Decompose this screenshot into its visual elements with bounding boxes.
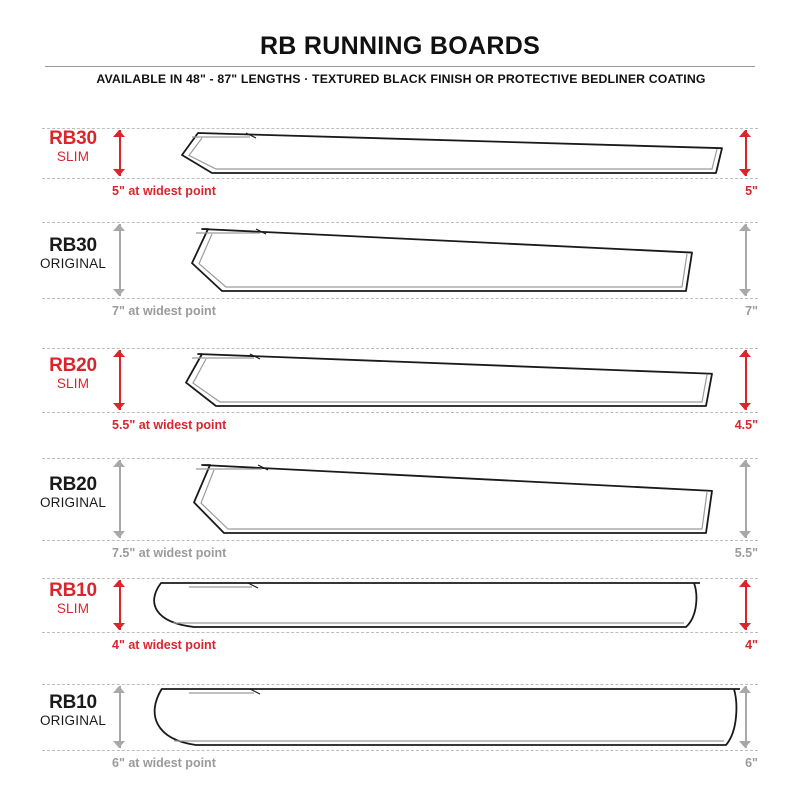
board-illustration [140, 572, 700, 638]
guide-line-bottom [42, 540, 758, 541]
guide-line-top [42, 458, 758, 459]
board-illustration [140, 342, 720, 418]
guide-line-bottom [42, 178, 758, 179]
model-name: RB10 [49, 692, 97, 713]
product-label: RB20 ORIGINAL [28, 475, 118, 512]
model-name: RB20 [49, 355, 97, 376]
board-illustration [140, 678, 740, 756]
model-name: RB30 [49, 128, 97, 149]
height-caption: 5" [745, 184, 758, 198]
board-illustration [140, 216, 700, 304]
variant-name: ORIGINAL [39, 712, 107, 728]
product-label: RB10 ORIGINAL [28, 693, 118, 730]
width-caption: 6" at widest point [112, 756, 216, 770]
height-caption: 6" [745, 756, 758, 770]
dimension-arrow-left [113, 350, 126, 410]
height-caption: 4.5" [734, 418, 758, 432]
product-label: RB10 SLIM [28, 581, 118, 618]
guide-line-bottom [42, 750, 758, 751]
width-caption: 7" at widest point [112, 304, 216, 318]
dimension-arrow-left [113, 686, 126, 748]
dimension-arrow-right [739, 130, 752, 176]
guide-line-top [42, 128, 758, 129]
board-illustration [140, 452, 720, 546]
product-label: RB30 SLIM [28, 129, 118, 166]
model-name: RB10 [49, 580, 97, 601]
width-caption: 7.5" at widest point [112, 546, 227, 560]
board-illustration [140, 122, 730, 184]
guide-line-bottom [42, 298, 758, 299]
model-name: RB30 [49, 235, 97, 256]
variant-name: SLIM [56, 600, 90, 616]
dimension-arrow-left [113, 580, 126, 630]
guide-line-bottom [42, 632, 758, 633]
dimension-arrow-right [739, 686, 752, 748]
variant-name: SLIM [56, 148, 90, 164]
dimension-arrow-right [739, 580, 752, 630]
height-caption: 7" [745, 304, 758, 318]
header-divider [45, 66, 755, 67]
variant-name: SLIM [56, 375, 90, 391]
height-caption: 5.5" [734, 546, 758, 560]
dimension-arrow-right [739, 350, 752, 410]
dimension-arrow-left [113, 460, 126, 538]
guide-line-bottom [42, 412, 758, 413]
guide-line-top [42, 684, 758, 685]
variant-name: ORIGINAL [39, 255, 107, 271]
model-name: RB20 [49, 474, 97, 495]
product-label: RB30 ORIGINAL [28, 236, 118, 273]
width-caption: 5.5" at widest point [112, 418, 227, 432]
header-subtitle: AVAILABLE IN 48" - 87" LENGTHS · TEXTURE… [96, 72, 706, 86]
header: RB RUNNING BOARDS AVAILABLE IN 48" - 87"… [0, 0, 800, 86]
guide-line-top [42, 578, 758, 579]
width-caption: 4" at widest point [112, 638, 216, 652]
variant-name: ORIGINAL [39, 494, 107, 510]
dimension-arrow-right [739, 224, 752, 296]
dimension-arrow-left [113, 224, 126, 296]
guide-line-top [42, 348, 758, 349]
dimension-arrow-left [113, 130, 126, 176]
width-caption: 5" at widest point [112, 184, 216, 198]
dimension-arrow-right [739, 460, 752, 538]
product-label: RB20 SLIM [28, 356, 118, 393]
guide-line-top [42, 222, 758, 223]
page-title: RB RUNNING BOARDS [259, 32, 541, 60]
height-caption: 4" [745, 638, 758, 652]
